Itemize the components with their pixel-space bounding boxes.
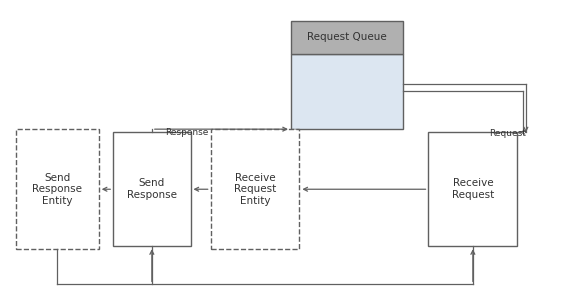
Text: Request Queue: Request Queue xyxy=(307,32,386,42)
Bar xyxy=(429,132,517,246)
Text: Receive
Request
Entity: Receive Request Entity xyxy=(234,173,276,206)
Text: Send
Response: Send Response xyxy=(127,178,177,200)
Text: Response: Response xyxy=(165,128,208,137)
Bar xyxy=(211,129,300,249)
Text: Send
Response
Entity: Send Response Entity xyxy=(32,173,82,206)
Bar xyxy=(291,53,403,129)
Bar xyxy=(291,21,403,53)
Text: Receive
Request: Receive Request xyxy=(452,178,494,200)
Text: Request: Request xyxy=(489,129,526,138)
Bar xyxy=(113,132,191,246)
Bar xyxy=(16,129,99,249)
